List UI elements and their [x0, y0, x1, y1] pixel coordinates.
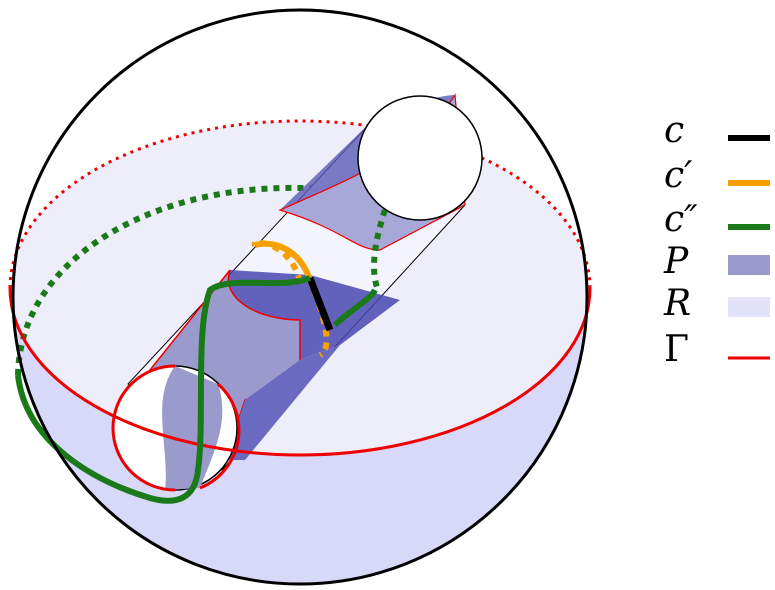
end-disc [357, 95, 483, 221]
gamma-front [8, 287, 592, 457]
sphere-outline [11, 8, 589, 586]
gamma [111, 364, 176, 492]
c-curve [306, 276, 334, 332]
legend: c c′ c″ P R Γ [663, 110, 770, 370]
legend-label: R [663, 283, 691, 324]
c2-curve [15, 275, 378, 504]
legend-swatch [728, 297, 770, 317]
legend-label: Γ [664, 329, 689, 370]
legend-label: P [663, 241, 689, 282]
c1-curve [254, 240, 313, 282]
legend-swatch [728, 255, 770, 275]
c2-curve [371, 209, 388, 292]
legend-label: c′ [664, 155, 692, 196]
gamma [199, 382, 241, 490]
legend-label: c [664, 110, 684, 151]
gamma-back [8, 119, 592, 289]
p-surface [162, 366, 223, 490]
legend-label: c″ [664, 199, 698, 240]
p-surface [228, 270, 400, 360]
p-surface [225, 345, 340, 460]
